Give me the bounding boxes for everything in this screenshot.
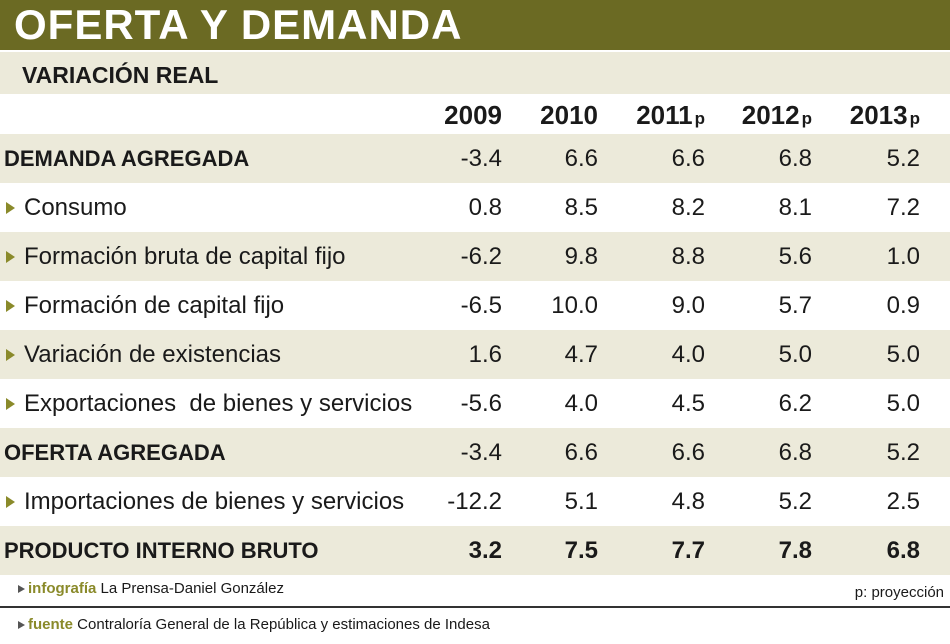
cell-value: -5.6 [460, 390, 502, 417]
cell-value: 5.0 [886, 341, 920, 368]
cell-value: -12.2 [447, 488, 502, 515]
cell-value: 7.8 [778, 537, 812, 564]
column-header: 2012 p [702, 96, 812, 138]
credit: La Prensa-Daniel González [100, 580, 284, 597]
cell-value: 5.6 [778, 243, 812, 270]
cell-value: 4.8 [671, 488, 705, 515]
projection-mark: p [801, 109, 812, 128]
row-label: Variación de existencias [24, 341, 282, 368]
footer-rule [0, 606, 950, 608]
row-band [0, 526, 950, 575]
cell-value: 7.5 [564, 537, 598, 564]
cell-value: 6.8 [778, 439, 812, 466]
year: 2010 [540, 100, 598, 130]
cell-value: 10.0 [551, 292, 598, 319]
cell-value: 6.6 [564, 145, 598, 172]
cell-value: 0.9 [886, 292, 920, 319]
cell-value: 5.7 [778, 292, 812, 319]
row-band [0, 134, 950, 183]
column-header: 2010 [488, 96, 598, 134]
cell-value: 6.2 [778, 390, 812, 417]
cell-value: 1.0 [886, 243, 920, 270]
row-arrow [6, 202, 15, 214]
row-arrow [6, 496, 15, 508]
column-header: 2011 p [595, 96, 705, 138]
cell-value: 5.2 [886, 439, 920, 466]
cell-value: -6.5 [460, 292, 502, 319]
title: OFERTA Y DEMANDA [0, 0, 950, 50]
cell-value: 0.8 [468, 194, 502, 221]
cell-value: 8.5 [564, 194, 598, 221]
cell-value: 2.5 [886, 488, 920, 515]
row-arrow [6, 398, 15, 410]
cell-value: 8.8 [671, 243, 705, 270]
row-arrow [6, 349, 15, 361]
cell-value: 4.0 [671, 341, 705, 368]
row-band [0, 428, 950, 477]
footer-arrow [18, 585, 25, 593]
footer-arrow [18, 621, 25, 629]
row-arrow [6, 251, 15, 263]
credit-label: infografía [28, 580, 97, 597]
cell-value: 5.1 [564, 488, 598, 515]
cell-value: 4.5 [671, 390, 705, 417]
cell-value: -3.4 [460, 145, 502, 172]
cell-value: 6.8 [886, 537, 920, 564]
row-label: Formación de capital fijo [24, 292, 285, 319]
row-label: Formación bruta de capital fijo [24, 243, 346, 270]
row-arrow [6, 300, 15, 312]
cell-value: 4.7 [564, 341, 598, 368]
cell-value: 4.0 [564, 390, 598, 417]
cell-value: 7.2 [886, 194, 920, 221]
cell-value: 6.6 [671, 439, 705, 466]
year: 2009 [444, 100, 502, 130]
note: p: proyección [854, 584, 944, 601]
cell-value: 5.2 [778, 488, 812, 515]
year: 2012 [741, 100, 800, 130]
row-label: DEMANDA AGREGADA [4, 146, 250, 171]
cell-value: 5.0 [886, 390, 920, 417]
cell-value: 8.1 [778, 194, 812, 221]
year: 2011 [636, 100, 693, 130]
projection-mark: p [694, 109, 705, 128]
cell-value: 5.0 [778, 341, 812, 368]
source: Contraloría General de la República y es… [77, 616, 490, 633]
cell-value: 3.2 [468, 537, 502, 564]
row-band [0, 330, 950, 379]
year: 2013 [849, 100, 908, 130]
credit-line: infografía La Prensa-Daniel González [18, 578, 284, 600]
cell-value: 7.7 [671, 537, 705, 564]
row-label: Importaciones de bienes y servicios [24, 488, 405, 515]
column-header: 2013 p [810, 96, 920, 138]
subtitle: VARIACIÓN REAL [0, 52, 950, 94]
cell-value: 6.8 [778, 145, 812, 172]
cell-value: 6.6 [564, 439, 598, 466]
cell-value: -3.4 [460, 439, 502, 466]
cell-value: 9.0 [671, 292, 705, 319]
row-label: Exportaciones de bienes y servicios [24, 390, 413, 417]
source-line: fuente Contraloría General de la Repúbli… [18, 614, 490, 636]
cell-value: 9.8 [564, 243, 598, 270]
row-label: Consumo [24, 194, 127, 221]
cell-value: 1.6 [468, 341, 502, 368]
projection-mark: p [909, 109, 920, 128]
row-label: PRODUCTO INTERNO BRUTO [4, 538, 319, 563]
cell-value: 6.6 [671, 145, 705, 172]
column-header: 2009 [392, 96, 502, 134]
row-band [0, 232, 950, 281]
row-label: OFERTA AGREGADA [4, 440, 226, 465]
cell-value: -6.2 [460, 243, 502, 270]
source-label: fuente [28, 616, 73, 633]
cell-value: 5.2 [886, 145, 920, 172]
cell-value: 8.2 [671, 194, 705, 221]
